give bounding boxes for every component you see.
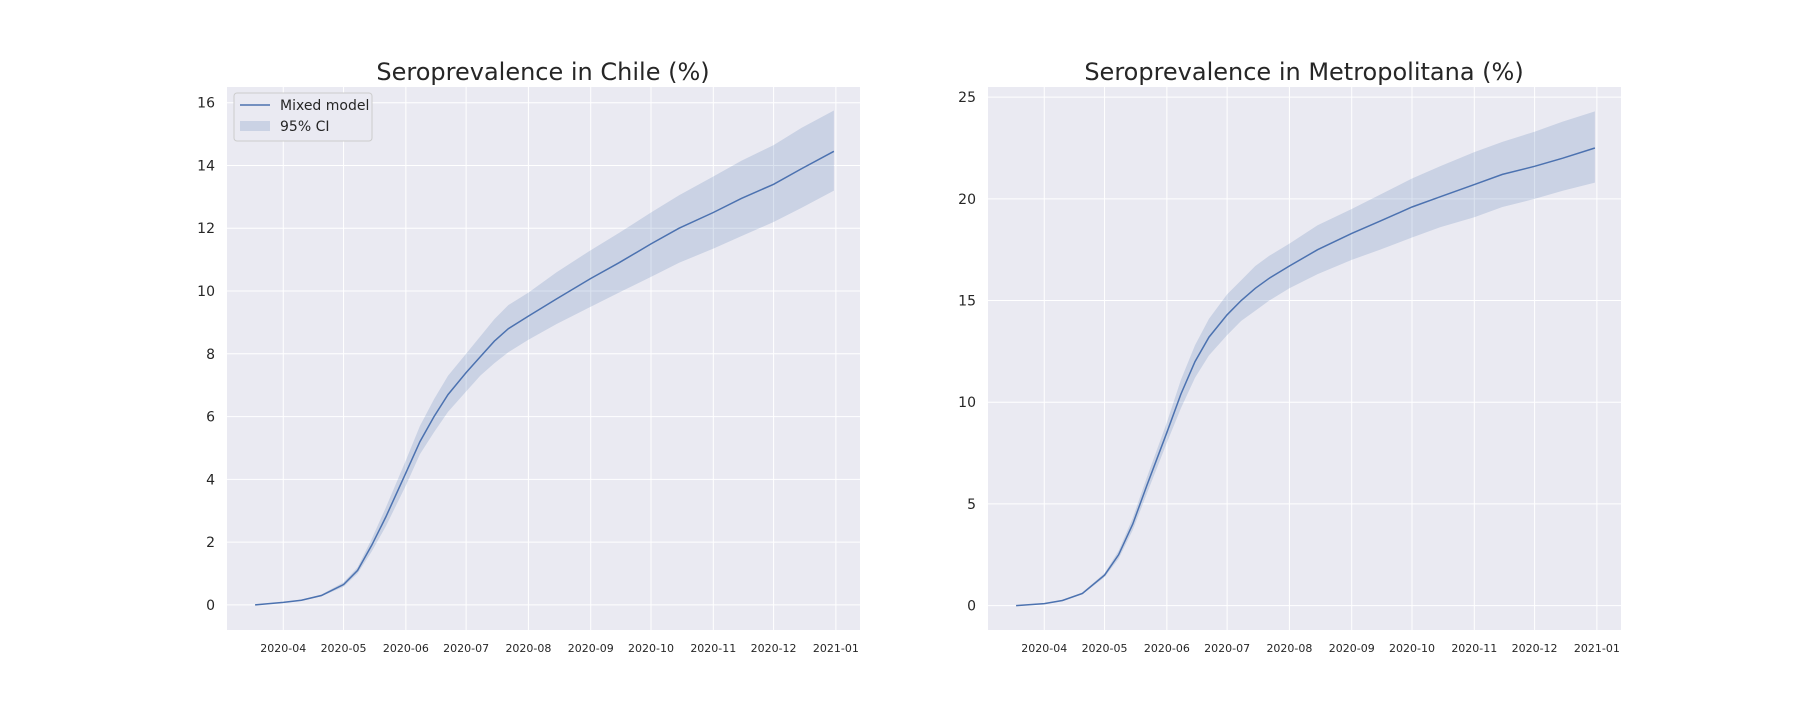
y-tick-labels: 0 2 4 6 8 10 12 14 16 <box>197 96 215 614</box>
x-tick-label: 2020-05 <box>1082 642 1128 655</box>
y-tick-label: 10 <box>958 395 976 411</box>
x-tick-labels: 2020-04 2020-05 2020-06 2020-07 2020-08 2020-… <box>260 642 859 655</box>
x-tick-label: 2020-11 <box>1451 642 1497 655</box>
x-tick-label: 2020-12 <box>1512 642 1558 655</box>
x-tick-label: 2020-08 <box>1266 642 1312 655</box>
x-tick-label: 2020-05 <box>321 642 367 655</box>
legend-label-mixed-model: Mixed model <box>280 98 369 114</box>
chart-title: Seroprevalence in Chile (%) <box>376 58 709 86</box>
y-tick-label: 12 <box>197 221 215 237</box>
chart-title: Seroprevalence in Metropolitana (%) <box>1084 58 1523 86</box>
ci-band <box>255 110 834 605</box>
y-tick-label: 10 <box>197 284 215 300</box>
y-tick-label: 25 <box>958 90 976 106</box>
x-tick-label: 2021-01 <box>813 642 859 655</box>
x-tick-label: 2020-08 <box>505 642 551 655</box>
y-tick-label: 4 <box>206 472 215 488</box>
legend-band-swatch <box>240 121 270 131</box>
y-tick-label: 14 <box>197 158 215 174</box>
x-tick-label: 2020-09 <box>1329 642 1375 655</box>
series-line <box>1016 147 1596 607</box>
legend: Mixed model 95% CI <box>233 92 373 142</box>
y-tick-label: 2 <box>206 535 215 551</box>
legend-label-ci: 95% CI <box>280 119 329 135</box>
y-tick-label: 15 <box>958 294 976 310</box>
x-tick-label: 2020-12 <box>751 642 797 655</box>
y-tick-label: 16 <box>197 96 215 112</box>
y-tick-label: 0 <box>206 598 215 614</box>
mixed-model-line <box>255 150 835 606</box>
x-tick-label: 2020-10 <box>1389 642 1435 655</box>
x-tick-label: 2020-09 <box>568 642 614 655</box>
ci-band <box>1016 111 1595 606</box>
grid <box>988 87 1621 630</box>
x-tick-label: 2020-04 <box>1021 642 1067 655</box>
x-tick-label: 2020-07 <box>1204 642 1250 655</box>
x-tick-label: 2020-07 <box>443 642 489 655</box>
x-tick-label: 2020-06 <box>1144 642 1190 655</box>
y-tick-label: 8 <box>206 347 215 363</box>
plot-background <box>227 87 860 630</box>
y-tick-label: 6 <box>206 410 215 426</box>
x-tick-label: 2021-01 <box>1574 642 1620 655</box>
x-tick-labels: 2020-04 2020-05 2020-06 2020-07 2020-08 2020-… <box>1021 642 1620 655</box>
x-tick-label: 2020-06 <box>383 642 429 655</box>
y-tick-label: 0 <box>967 599 976 615</box>
x-tick-label: 2020-11 <box>690 642 736 655</box>
y-tick-label: 5 <box>967 497 976 513</box>
plot-background <box>988 87 1621 630</box>
y-tick-labels: 0 5 10 15 20 25 <box>958 90 976 614</box>
x-tick-label: 2020-10 <box>628 642 674 655</box>
chart-metropolitana: 2020-04 2020-05 2020-06 2020-07 2020-08 2020-… <box>958 58 1621 655</box>
y-tick-label: 20 <box>958 192 976 208</box>
grid <box>227 87 860 630</box>
x-tick-label: 2020-04 <box>260 642 306 655</box>
chart-chile: 2020-04 2020-05 2020-06 2020-07 2020-08 2020-… <box>197 58 860 655</box>
